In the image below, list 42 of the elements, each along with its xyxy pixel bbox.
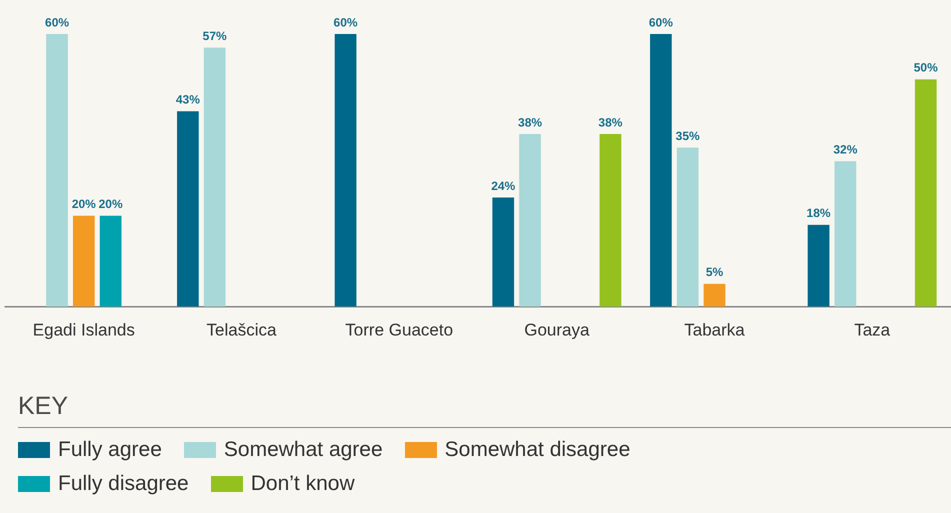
x-tick-label: Telašcica xyxy=(206,320,277,340)
bar xyxy=(834,161,856,307)
legend-title: KEY xyxy=(18,392,951,428)
bar xyxy=(204,48,226,307)
data-label: 24% xyxy=(491,178,516,193)
data-label: 5% xyxy=(706,265,724,280)
data-label: 20% xyxy=(98,197,123,212)
bar xyxy=(334,34,356,307)
x-tick-label: Egadi Islands xyxy=(32,320,135,340)
bar xyxy=(100,216,122,307)
data-label: 38% xyxy=(518,115,542,130)
data-label: 38% xyxy=(598,115,623,130)
bar xyxy=(704,284,726,307)
x-tick-label: Tabarka xyxy=(684,320,746,340)
x-tick-label: Gouraya xyxy=(524,320,590,340)
legend-label: Fully agree xyxy=(58,438,162,462)
data-label: 43% xyxy=(176,92,200,107)
bar xyxy=(177,111,199,307)
data-label: 18% xyxy=(806,206,831,220)
bar xyxy=(808,224,830,307)
data-label: 60% xyxy=(648,15,674,30)
data-label: 35% xyxy=(676,128,700,143)
bar xyxy=(914,79,937,307)
bar xyxy=(676,148,699,307)
data-label: 60% xyxy=(45,15,70,30)
x-tick-label: Torre Guaceto xyxy=(345,320,454,340)
bar xyxy=(650,34,672,307)
x-tick-label: Taza xyxy=(854,320,891,340)
bar xyxy=(46,34,68,307)
legend-label: Somewhat agree xyxy=(224,438,383,462)
legend-label: Fully disagree xyxy=(58,472,189,496)
bar xyxy=(600,134,622,307)
legend-label: Don’t know xyxy=(250,472,355,496)
data-label: 50% xyxy=(914,60,938,75)
data-label: 32% xyxy=(833,142,858,157)
bar xyxy=(519,134,541,307)
bar xyxy=(492,198,514,307)
data-label: 20% xyxy=(72,197,96,212)
legend-label: Somewhat disagree xyxy=(444,438,630,462)
bar xyxy=(72,216,95,307)
data-label: 57% xyxy=(202,28,228,43)
data-label: 60% xyxy=(334,15,358,30)
